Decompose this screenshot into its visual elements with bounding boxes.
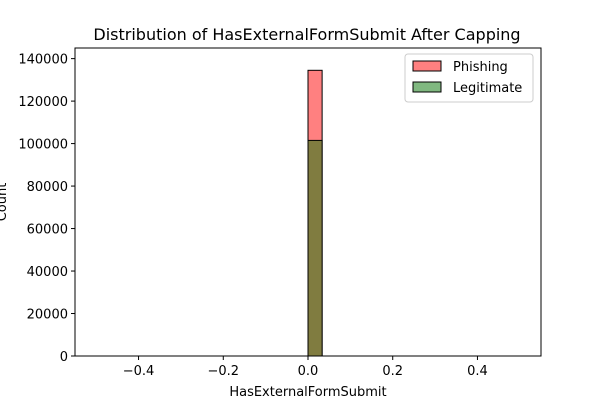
y-axis-label: Count [0, 183, 10, 222]
x-tick-label: 0.0 [298, 364, 319, 379]
chart-title: Distribution of HasExternalFormSubmit Af… [93, 25, 520, 44]
y-tick-label: 100000 [18, 138, 68, 153]
bar-overlap [307, 139, 323, 357]
x-tick-label: −0.4 [123, 364, 155, 379]
legend-swatch-legitimate [412, 81, 442, 93]
plot-area [74, 47, 542, 357]
legend-label-phishing: Phishing [453, 60, 508, 75]
y-axis-ticks: 0 20000 40000 60000 80000 100000 120000 140000 [18, 53, 75, 365]
y-tick-label: 120000 [18, 95, 68, 110]
x-tick-label: −0.2 [207, 364, 239, 379]
bars-layer [96, 69, 520, 357]
legend: Phishing Legitimate [404, 53, 534, 103]
y-tick-label: 60000 [27, 223, 68, 238]
x-tick-label: 0.4 [467, 364, 488, 379]
y-tick-label: 140000 [18, 53, 68, 68]
y-tick-label: 20000 [27, 308, 68, 323]
x-axis-label: HasExternalFormSubmit [229, 385, 386, 400]
y-tick-label: 40000 [27, 265, 68, 280]
x-tick-label: 0.2 [382, 364, 403, 379]
legend-label-legitimate: Legitimate [453, 81, 522, 96]
y-tick-label: 80000 [27, 180, 68, 195]
legend-swatch-phishing [412, 60, 442, 72]
x-axis-ticks: −0.4 −0.2 0.0 0.2 0.4 [123, 356, 488, 379]
y-tick-label: 0 [60, 350, 68, 365]
